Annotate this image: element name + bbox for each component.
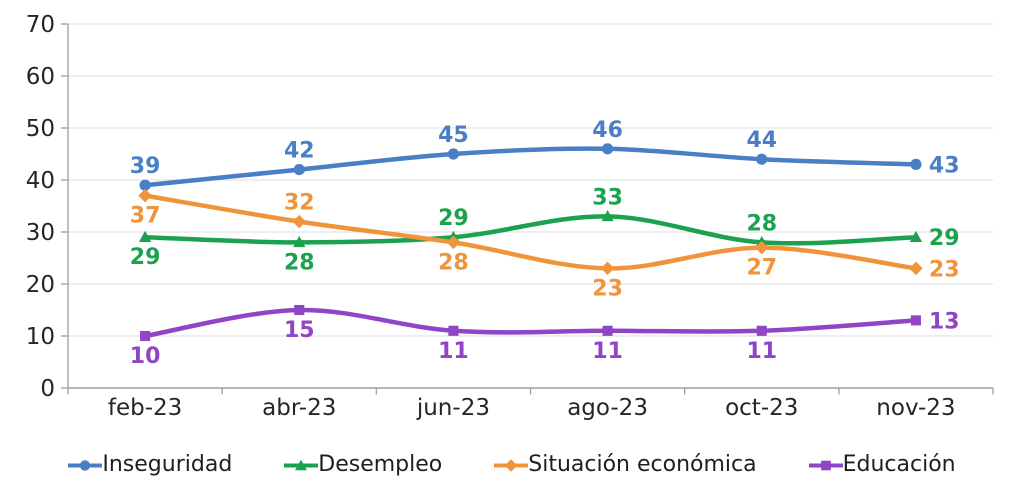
series-marker-educacion — [140, 330, 151, 342]
series-marker-inseguridad — [910, 158, 922, 170]
legend-label-situacion-economica: Situación económica — [528, 452, 757, 477]
y-axis-tick-label: 50 — [26, 116, 55, 142]
data-label-educacion: 11 — [438, 339, 469, 364]
series-marker-desempleo — [293, 235, 306, 248]
data-label-inseguridad: 44 — [746, 128, 777, 153]
series-marker-desempleo — [601, 209, 614, 222]
data-label-educacion: 13 — [929, 309, 960, 334]
series-marker-educacion — [448, 325, 459, 336]
series-line-educacion — [142, 307, 919, 339]
data-label-desempleo: 29 — [438, 206, 469, 231]
series-line-inseguridad — [142, 146, 919, 188]
legend-item-situacion-economica: Situación económica — [494, 452, 757, 477]
y-axis-tick-label: 20 — [26, 272, 55, 298]
series-marker-situacion-economica — [138, 188, 152, 203]
desempleo-marker-icon — [284, 459, 319, 471]
data-label-desempleo: 28 — [284, 250, 315, 275]
legend-label-desempleo: Desempleo — [318, 452, 443, 477]
legend-marker-educacion — [808, 456, 843, 474]
data-label-inseguridad: 45 — [438, 123, 469, 148]
trend-line-chart: 0 10 20 30 40 50 60 70 feb-23 abr-23 jun-23 ago-23 o… — [26, 12, 994, 421]
data-label-situacion-economica: 32 — [284, 191, 315, 216]
data-label-situacion-economica: 23 — [929, 257, 960, 282]
x-axis-tick-label: nov-23 — [876, 395, 955, 421]
series-line-desempleo — [142, 214, 919, 246]
data-label-educacion: 10 — [130, 344, 161, 369]
y-axis-tick-label: 60 — [26, 64, 55, 90]
data-label-inseguridad: 39 — [130, 154, 161, 179]
series-marker-situacion-economica — [909, 261, 923, 276]
legend-marker-situacion-economica — [494, 456, 529, 474]
x-axis-tick-label: ago-23 — [567, 395, 648, 421]
series-line-situacion-economica — [142, 193, 919, 271]
data-label-educacion: 11 — [746, 339, 777, 364]
series-marker-situacion-economica — [292, 214, 306, 229]
data-label-desempleo: 29 — [929, 226, 960, 251]
series-marker-inseguridad — [756, 153, 768, 165]
y-axis-tick-label: 10 — [26, 324, 55, 350]
legend-marker-inseguridad — [68, 456, 103, 474]
legend-label-inseguridad: Inseguridad — [102, 452, 233, 477]
data-label-inseguridad: 43 — [929, 153, 960, 178]
y-axis-tick-label: 70 — [26, 12, 55, 38]
x-axis-tick-label: jun-23 — [416, 395, 490, 421]
legend-item-educacion: Educación — [808, 452, 956, 477]
inseguridad-marker-icon — [68, 460, 103, 471]
series-marker-educacion — [602, 325, 613, 336]
data-label-desempleo: 28 — [746, 211, 777, 236]
data-label-situacion-economica: 23 — [592, 276, 623, 301]
data-label-inseguridad: 42 — [284, 139, 315, 164]
legend-marker-desempleo — [284, 456, 319, 474]
data-label-situacion-economica: 28 — [438, 250, 469, 275]
series-marker-educacion — [910, 315, 921, 326]
data-label-educacion: 15 — [284, 318, 315, 343]
y-axis-tick-label: 40 — [26, 168, 55, 194]
data-label-situacion-economica: 37 — [130, 204, 161, 229]
x-axis-tick-label: feb-23 — [108, 395, 182, 421]
x-axis-tick-label: oct-23 — [725, 395, 798, 421]
y-axis-tick-label: 30 — [26, 220, 55, 246]
legend-item-desempleo: Desempleo — [284, 454, 442, 476]
chart-legend: Inseguridad Desempleo Situación económic… — [0, 454, 1024, 476]
data-label-educacion: 11 — [592, 339, 623, 364]
series-marker-situacion-economica — [446, 235, 461, 250]
series-marker-inseguridad — [447, 148, 460, 160]
series-marker-educacion — [756, 325, 767, 336]
educacion-marker-icon — [808, 460, 843, 471]
series-marker-inseguridad — [293, 164, 305, 176]
data-label-situacion-economica: 27 — [746, 256, 777, 281]
situacion-economica-marker-icon — [494, 459, 529, 472]
legend-label-educacion: Educación — [842, 452, 956, 477]
series-marker-educacion — [294, 304, 305, 316]
data-label-inseguridad: 46 — [592, 118, 623, 143]
x-axis-tick-label: abr-23 — [262, 395, 336, 421]
series-marker-situacion-economica — [755, 240, 769, 255]
series-marker-situacion-economica — [600, 261, 615, 276]
data-label-desempleo: 33 — [592, 185, 623, 210]
series-marker-inseguridad — [601, 143, 614, 155]
y-axis-tick-label: 0 — [40, 376, 55, 402]
series-marker-desempleo — [909, 230, 923, 242]
series-marker-desempleo — [138, 230, 152, 242]
series-marker-inseguridad — [139, 179, 151, 191]
data-label-desempleo: 29 — [130, 245, 161, 270]
legend-item-inseguridad: Inseguridad — [68, 454, 232, 476]
